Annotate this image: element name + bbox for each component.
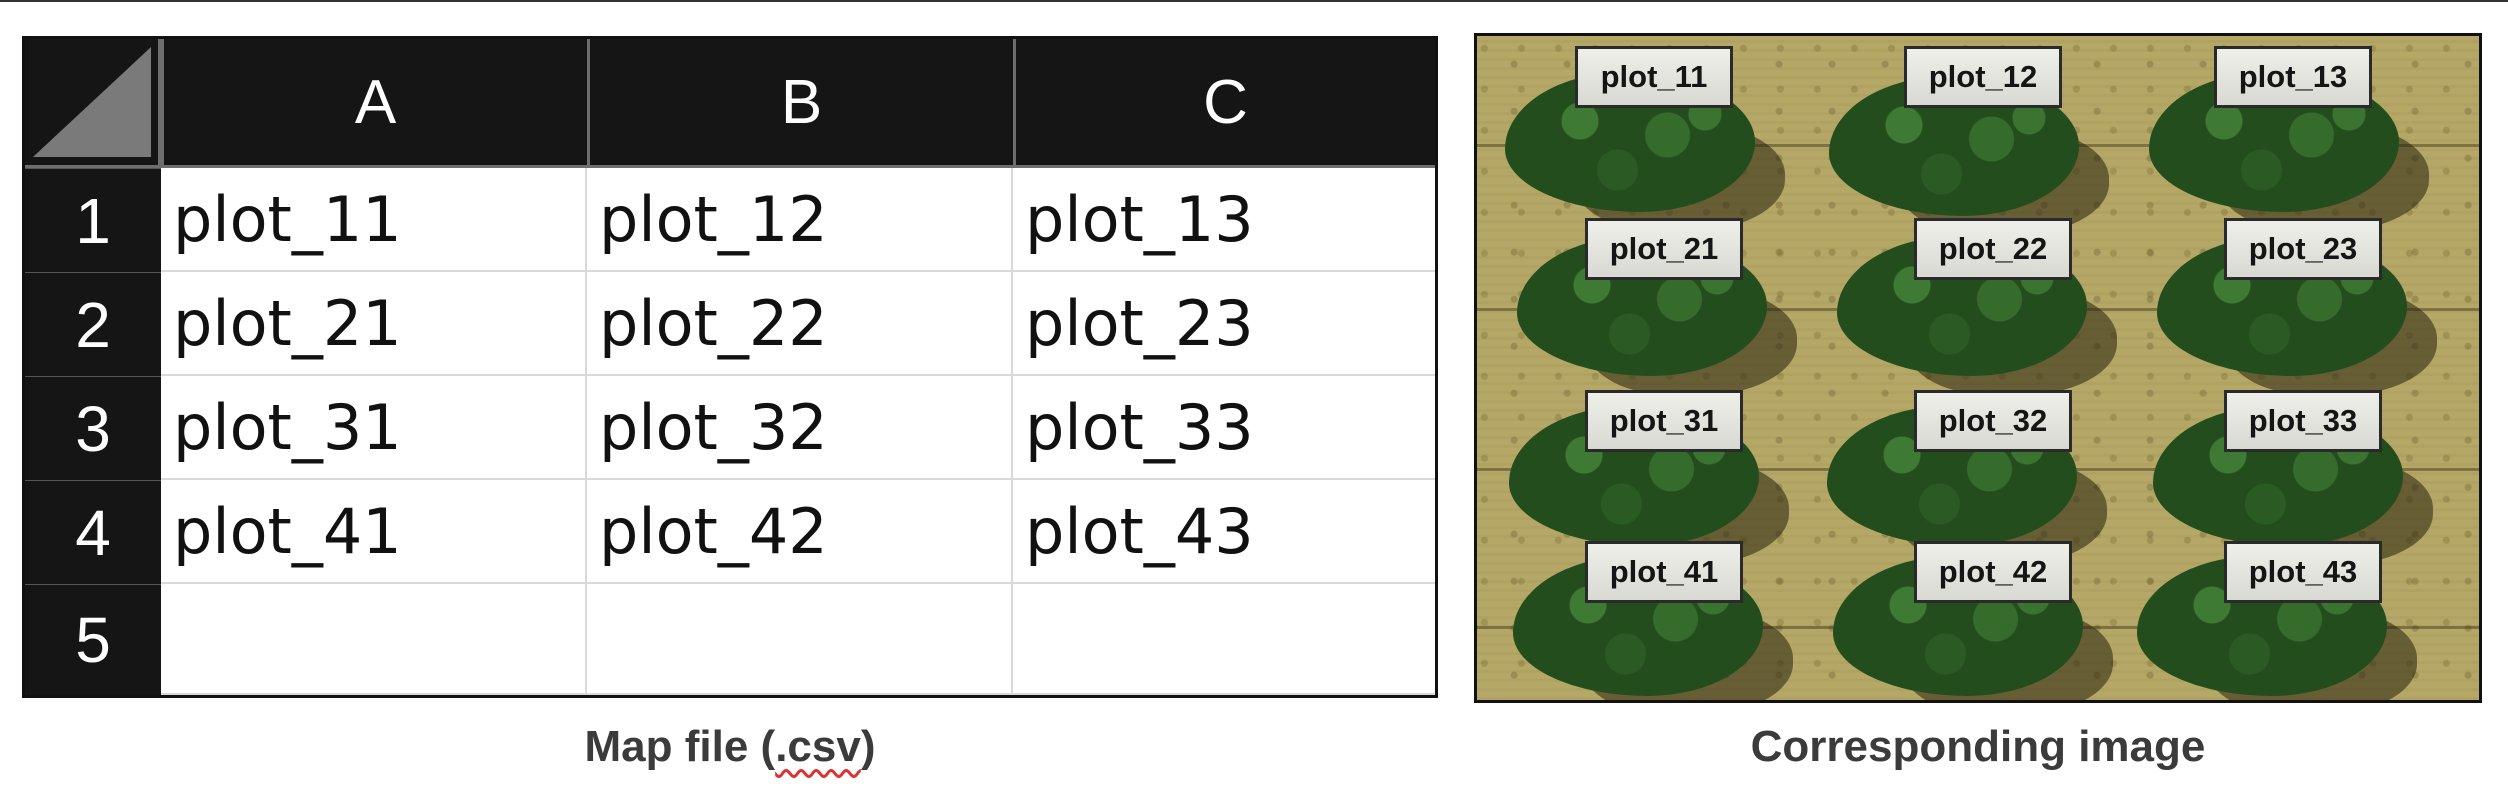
map-file-caption: Map file (.csv) <box>22 722 1438 772</box>
row-header-5[interactable]: 5 <box>25 584 161 695</box>
column-header-c[interactable]: C <box>1013 39 1435 168</box>
row-header-1[interactable]: 1 <box>25 168 161 272</box>
cell-b1[interactable]: plot_12 <box>587 168 1013 272</box>
plot-label: plot_22 <box>1914 218 2072 280</box>
cell-c2[interactable]: plot_23 <box>1013 272 1435 376</box>
cell-b3[interactable]: plot_32 <box>587 376 1013 480</box>
cell-c3[interactable]: plot_33 <box>1013 376 1435 480</box>
cell-c1[interactable]: plot_13 <box>1013 168 1435 272</box>
cell-b5[interactable] <box>587 584 1013 695</box>
cell-a3[interactable]: plot_31 <box>161 376 587 480</box>
spreadsheet-grid: A B C 1 plot_11 plot_12 plot_13 2 plot_2… <box>25 39 1435 695</box>
row-header-3[interactable]: 3 <box>25 376 161 480</box>
cell-b2[interactable]: plot_22 <box>587 272 1013 376</box>
cell-c4[interactable]: plot_43 <box>1013 480 1435 584</box>
cell-a1[interactable]: plot_11 <box>161 168 587 272</box>
row-header-4[interactable]: 4 <box>25 480 161 584</box>
cell-a4[interactable]: plot_41 <box>161 480 587 584</box>
cell-a5[interactable] <box>161 584 587 695</box>
plot-label: plot_23 <box>2224 218 2382 280</box>
cell-c5[interactable] <box>1013 584 1435 695</box>
spreadsheet: A B C 1 plot_11 plot_12 plot_13 2 plot_2… <box>22 36 1438 698</box>
plot-label: plot_42 <box>1914 541 2072 603</box>
corner-triangle-icon <box>33 47 151 157</box>
plot-label: plot_13 <box>2214 46 2372 108</box>
plot-label: plot_32 <box>1914 390 2072 452</box>
caption-extension-misspelled: .csv <box>775 722 861 771</box>
cell-b4[interactable]: plot_42 <box>587 480 1013 584</box>
column-header-b[interactable]: B <box>587 39 1013 168</box>
plot-label: plot_33 <box>2224 390 2382 452</box>
plot-label: plot_31 <box>1585 390 1743 452</box>
plot-label: plot_11 <box>1575 46 1733 108</box>
aerial-field-image: plot_11 plot_12 plot_13 plot_21 plot_22 … <box>1474 33 2482 703</box>
plot-label: plot_43 <box>2224 541 2382 603</box>
plant-plot-33 <box>2153 406 2433 566</box>
row-header-2[interactable]: 2 <box>25 272 161 376</box>
cell-a2[interactable]: plot_21 <box>161 272 587 376</box>
top-rule <box>0 0 2508 2</box>
image-caption: Corresponding image <box>1750 722 2206 771</box>
caption-suffix: ) <box>860 722 876 771</box>
plot-label: plot_21 <box>1585 218 1743 280</box>
plot-label: plot_12 <box>1904 46 2062 108</box>
select-all-corner[interactable] <box>25 39 161 168</box>
column-header-a[interactable]: A <box>161 39 587 168</box>
plot-label: plot_41 <box>1585 541 1743 603</box>
caption-prefix: Map file ( <box>584 722 776 771</box>
